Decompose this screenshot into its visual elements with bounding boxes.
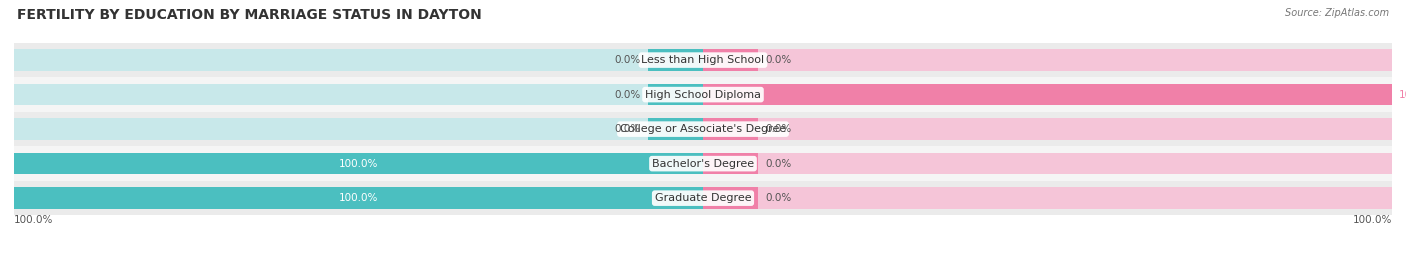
Bar bbox=[14, 84, 703, 105]
Bar bbox=[703, 49, 758, 71]
Text: 0.0%: 0.0% bbox=[614, 124, 641, 134]
Bar bbox=[14, 112, 1392, 146]
Bar bbox=[703, 118, 1392, 140]
Bar bbox=[14, 146, 1392, 181]
Text: Source: ZipAtlas.com: Source: ZipAtlas.com bbox=[1285, 8, 1389, 18]
Text: 100.0%: 100.0% bbox=[339, 193, 378, 203]
Bar bbox=[703, 84, 1392, 105]
Bar bbox=[14, 49, 703, 71]
Bar bbox=[703, 118, 758, 140]
Bar bbox=[14, 187, 703, 209]
Bar bbox=[703, 187, 758, 209]
Text: College or Associate's Degree: College or Associate's Degree bbox=[620, 124, 786, 134]
Text: 0.0%: 0.0% bbox=[765, 159, 792, 169]
Bar bbox=[648, 49, 703, 71]
Bar bbox=[14, 187, 703, 209]
Bar bbox=[703, 153, 1392, 174]
Bar bbox=[703, 153, 758, 174]
Bar bbox=[703, 84, 1392, 105]
Text: FERTILITY BY EDUCATION BY MARRIAGE STATUS IN DAYTON: FERTILITY BY EDUCATION BY MARRIAGE STATU… bbox=[17, 8, 482, 22]
Text: High School Diploma: High School Diploma bbox=[645, 90, 761, 100]
Bar bbox=[14, 118, 703, 140]
Bar bbox=[648, 84, 703, 105]
Text: 0.0%: 0.0% bbox=[765, 124, 792, 134]
Bar bbox=[14, 153, 703, 174]
Text: 0.0%: 0.0% bbox=[614, 90, 641, 100]
Bar bbox=[14, 77, 1392, 112]
Bar bbox=[703, 187, 1392, 209]
Bar bbox=[14, 153, 703, 174]
Text: 0.0%: 0.0% bbox=[614, 55, 641, 65]
Text: 100.0%: 100.0% bbox=[1399, 90, 1406, 100]
Text: 100.0%: 100.0% bbox=[339, 159, 378, 169]
Text: 100.0%: 100.0% bbox=[14, 215, 53, 225]
Text: Graduate Degree: Graduate Degree bbox=[655, 193, 751, 203]
Text: 100.0%: 100.0% bbox=[1353, 215, 1392, 225]
Bar bbox=[703, 49, 1392, 71]
Bar bbox=[648, 118, 703, 140]
Text: Bachelor's Degree: Bachelor's Degree bbox=[652, 159, 754, 169]
Bar bbox=[14, 43, 1392, 77]
Text: Less than High School: Less than High School bbox=[641, 55, 765, 65]
Text: 0.0%: 0.0% bbox=[765, 55, 792, 65]
Bar bbox=[14, 181, 1392, 215]
Text: 0.0%: 0.0% bbox=[765, 193, 792, 203]
